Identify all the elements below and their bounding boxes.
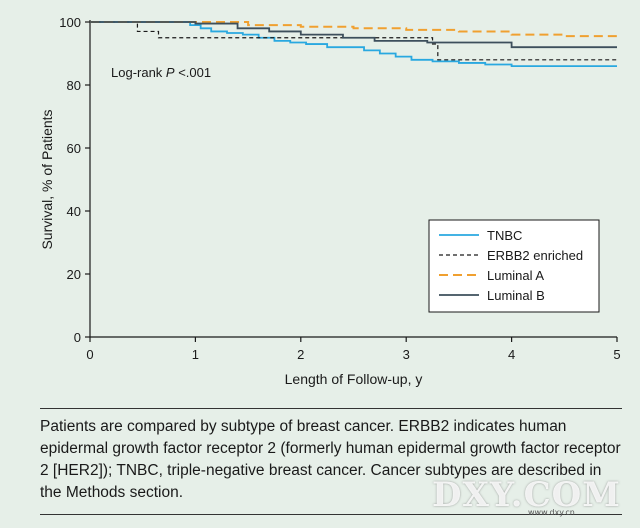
series-line-luminal-b bbox=[90, 21, 617, 49]
survival-chart: 0 20 40 60 80 100 0 1 2 3 4 5 Length of Follow-up, y… bbox=[39, 15, 621, 387]
legend-label: ERBB2 enriched bbox=[487, 248, 583, 263]
x-tick-label: 3 bbox=[403, 347, 410, 362]
x-axis-title: Length of Follow-up, y bbox=[285, 371, 423, 387]
legend-label: Luminal B bbox=[487, 288, 545, 303]
figure-caption: Patients are compared by subtype of brea… bbox=[40, 418, 621, 501]
y-tick-label: 0 bbox=[74, 330, 81, 345]
y-tick-label: 20 bbox=[67, 267, 81, 282]
x-tick-label: 2 bbox=[297, 347, 304, 362]
y-tick-label: 60 bbox=[67, 141, 81, 156]
watermark-logo: DXY.COM bbox=[432, 475, 621, 515]
watermark-url: www.dxy.cn bbox=[528, 508, 575, 517]
x-tick-label: 5 bbox=[613, 347, 620, 362]
caption-divider-bottom bbox=[40, 514, 622, 515]
legend-label: TNBC bbox=[487, 228, 522, 243]
y-tick-label: 100 bbox=[59, 15, 81, 30]
x-tick-label: 4 bbox=[508, 347, 515, 362]
series-line-luminal-a bbox=[90, 21, 618, 38]
series-line-erbb2-enriched bbox=[90, 21, 617, 61]
legend-label: Luminal A bbox=[487, 268, 544, 283]
caption-divider-top bbox=[40, 408, 622, 409]
x-tick-label: 0 bbox=[86, 347, 93, 362]
x-tick-label: 1 bbox=[192, 347, 199, 362]
chart-figure: 0 20 40 60 80 100 0 1 2 3 4 5 Length of Follow-up, y… bbox=[39, 15, 621, 387]
y-tick-label: 40 bbox=[67, 204, 81, 219]
series-line-tnbc bbox=[90, 21, 617, 67]
logrank-annotation: Log-rank P <.001 bbox=[111, 65, 211, 80]
y-tick-label: 80 bbox=[67, 78, 81, 93]
y-axis-title: Survival, % of Patients bbox=[39, 109, 55, 249]
